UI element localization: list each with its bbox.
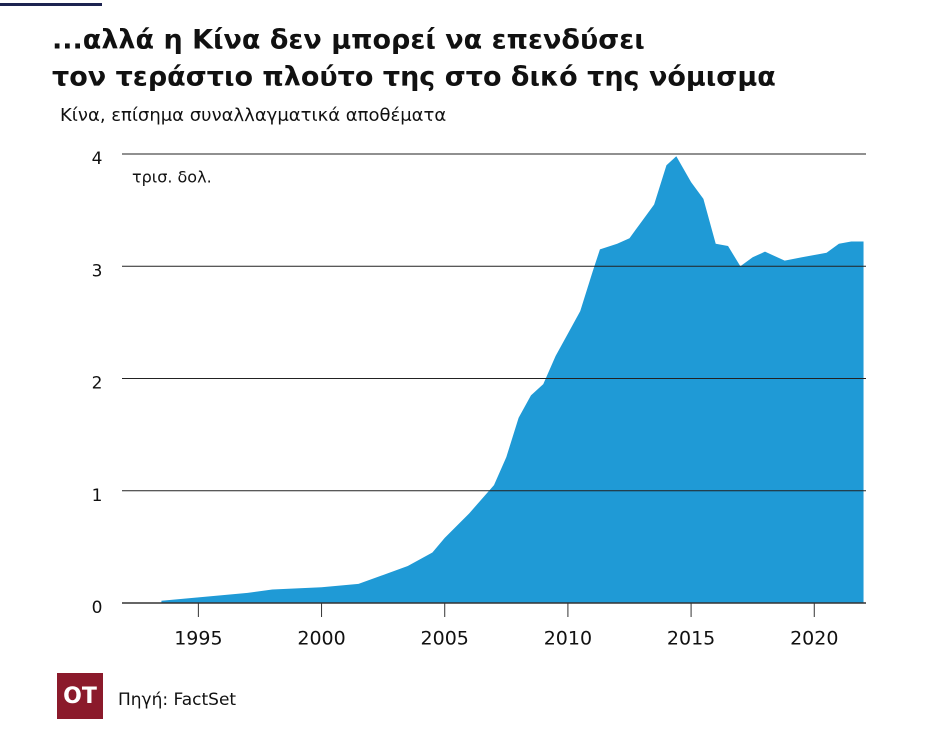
x-tick-label: 2005 [421,628,469,650]
y-tick-label: 3 [92,261,103,281]
top-rule [0,3,102,6]
x-tick-label: 2010 [544,628,592,650]
y-tick-label: 1 [92,486,103,506]
y-tick-label: 4 [92,149,103,169]
logo-box [57,673,103,719]
logo: OT [63,684,97,709]
x-tick-label: 1995 [174,628,222,650]
x-tick-label: 2000 [297,628,345,650]
y-tick-label: 0 [92,598,103,618]
source: Πηγή: FactSet [118,690,236,710]
chart-title: ...αλλά η Κίνα δεν μπορεί να επενδύσει [52,25,645,56]
area [161,156,864,603]
unit-label: τρισ. δολ. [132,168,212,187]
chart-title: τον τεράστιο πλούτο της στο δικό της νόμ… [52,62,776,93]
chart-subtitle: Κίνα, επίσημα συναλλαγματικά αποθέματα [60,105,446,126]
x-tick-label: 2015 [667,628,715,650]
y-tick-label: 2 [92,374,103,394]
x-tick-label: 2020 [790,628,838,650]
